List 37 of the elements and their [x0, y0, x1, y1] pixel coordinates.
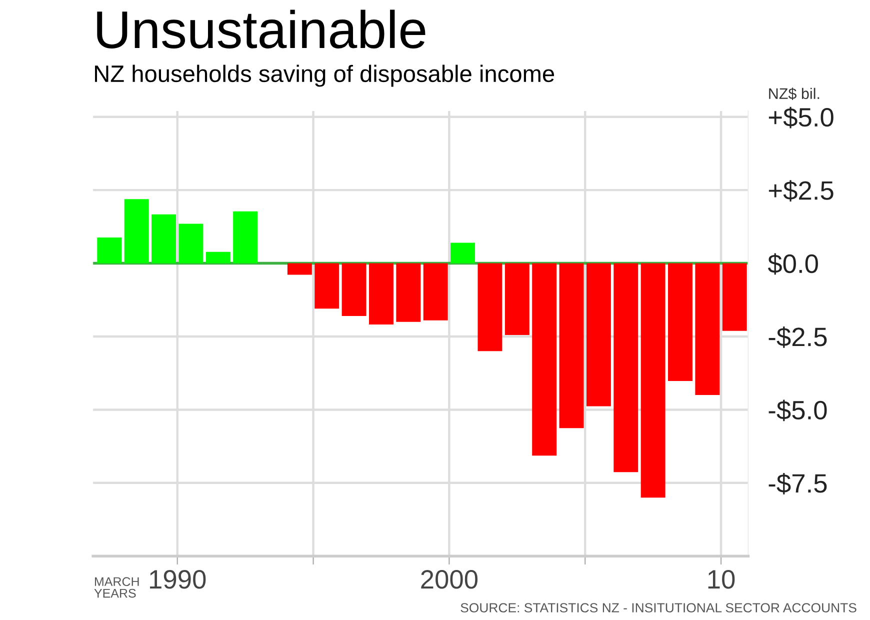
chart-subtitle: NZ households saving of disposable income — [95, 64, 554, 87]
y-tick-label: -$5.0 — [768, 400, 827, 422]
y-tick-label: -$2.5 — [768, 326, 827, 348]
bar — [368, 263, 394, 324]
bar — [233, 211, 258, 264]
bar — [206, 252, 230, 264]
bar — [722, 263, 747, 331]
y-axis-title: NZ$ bil. — [769, 88, 820, 100]
bar — [342, 263, 366, 316]
bar — [287, 263, 312, 275]
bar — [314, 263, 340, 309]
y-tick-label: -$7.5 — [768, 472, 827, 494]
bar — [97, 238, 122, 264]
x-tick-label: 10 — [708, 570, 735, 589]
bar — [423, 263, 448, 320]
bar — [178, 224, 204, 264]
y-tick-label: +$5.0 — [768, 106, 834, 128]
bar — [478, 263, 502, 352]
bar — [396, 263, 421, 322]
bar — [559, 263, 584, 428]
y-tick-label: $0.0 — [768, 253, 818, 275]
chart-title: Unsustainable — [97, 10, 426, 48]
text: MARCH YEARS — [94, 577, 139, 598]
bar — [450, 242, 476, 264]
x-tick-label: 2000 — [421, 570, 478, 589]
x-tick-label: 1990 — [150, 570, 206, 589]
bar — [532, 263, 557, 456]
bar — [504, 263, 530, 336]
bar — [695, 263, 720, 396]
bar — [152, 214, 176, 264]
bar — [586, 263, 611, 406]
bar — [124, 199, 149, 264]
y-tick-label: +$2.5 — [768, 180, 834, 202]
source-note: SOURCE: STATISTICS NZ - INSITUTIONAL SECTOR ACCOUNTS — [460, 603, 856, 612]
bar — [614, 263, 638, 472]
bar — [668, 263, 692, 382]
bar — [640, 263, 666, 498]
